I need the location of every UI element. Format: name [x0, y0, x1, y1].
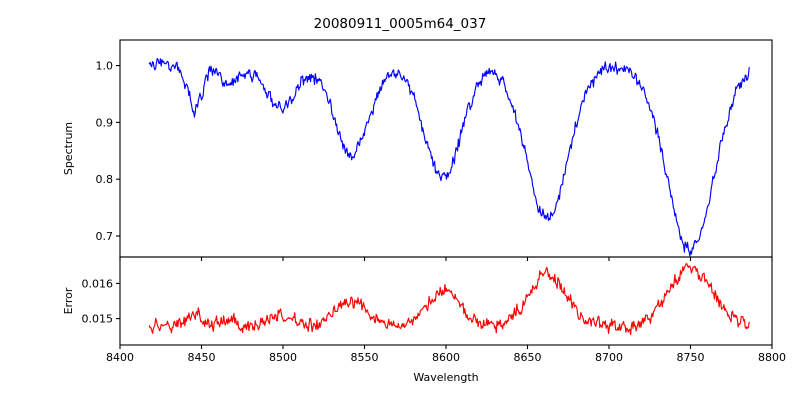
x-tick-label: 8800	[758, 351, 786, 364]
figure-title: 20080911_0005m64_037	[314, 16, 487, 32]
x-tick-label: 8650	[514, 351, 542, 364]
x-axis-label: Wavelength	[413, 371, 478, 384]
x-tick-label: 8600	[432, 351, 460, 364]
y-tick-label: 0.015	[82, 313, 114, 326]
error-panel: 0.015 0.016 8400 8450 8500 8550 8600 8650 8700 87…	[62, 256, 786, 364]
x-tick-label: 8550	[351, 351, 379, 364]
y-tick-label: 0.8	[96, 173, 114, 186]
y-tick-label: 0.016	[82, 277, 114, 290]
y-tick-label: 0.7	[96, 230, 114, 243]
x-tick-label: 8450	[188, 351, 216, 364]
y-tick-label: 1.0	[96, 60, 114, 73]
y-axis-label: Error	[62, 287, 75, 314]
x-tick-label: 8750	[677, 351, 705, 364]
spectrum-trace	[148, 57, 750, 257]
error-trace	[148, 263, 750, 336]
x-tick-label: 8500	[269, 351, 297, 364]
y-tick-label: 0.9	[96, 116, 114, 129]
y-axis-label: Spectrum	[62, 122, 75, 175]
x-tick-label: 8400	[106, 351, 134, 364]
x-tick-label: 8700	[595, 351, 623, 364]
